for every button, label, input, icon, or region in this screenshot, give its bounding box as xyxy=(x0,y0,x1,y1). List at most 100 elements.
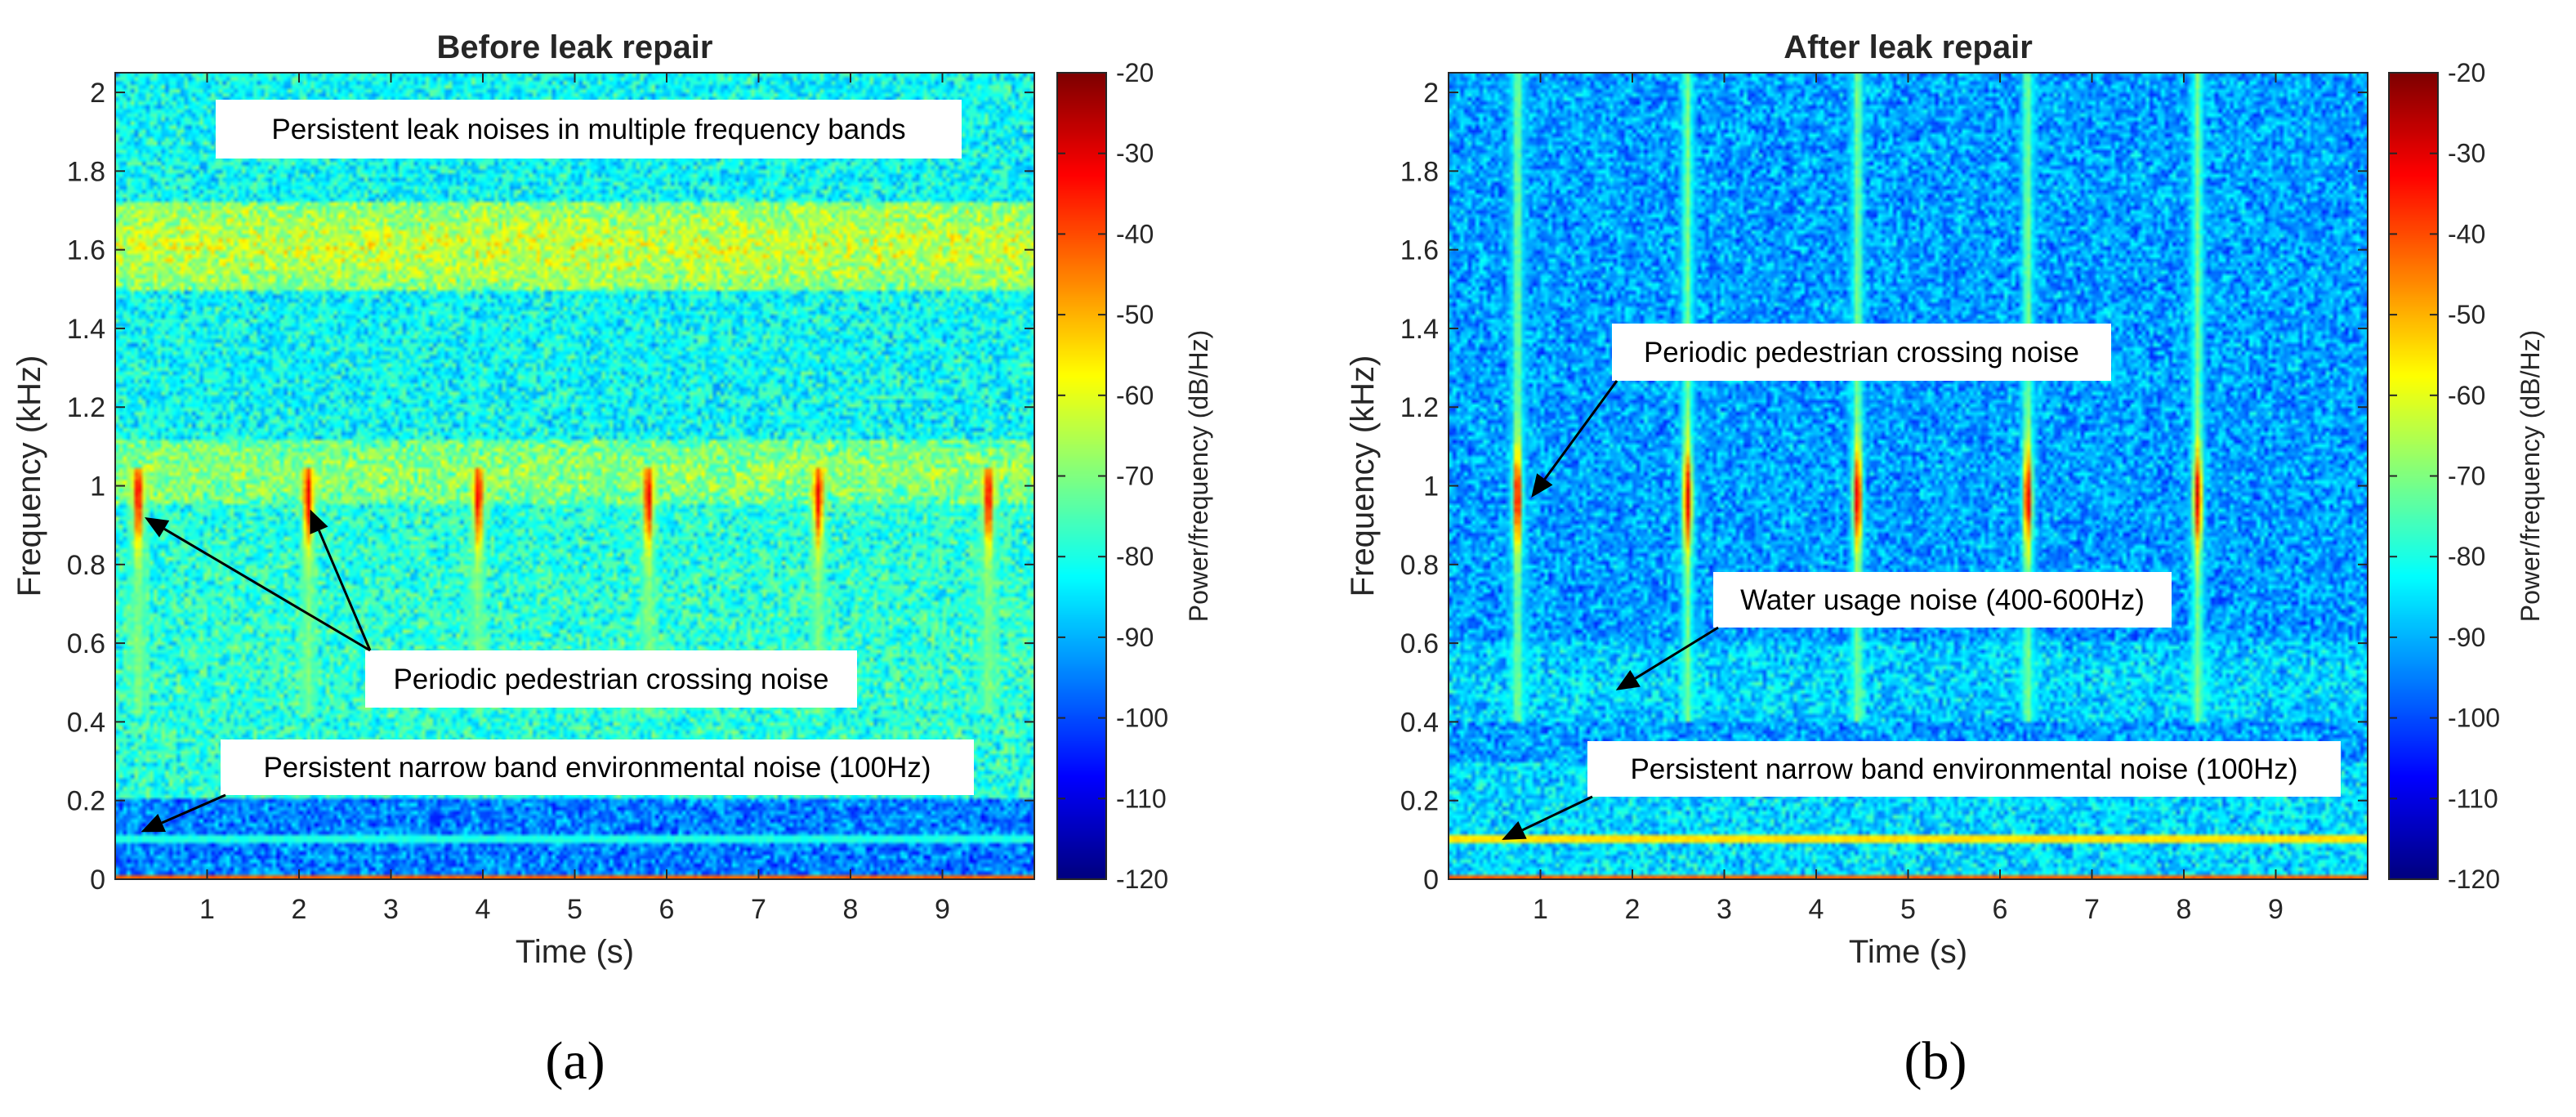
colorbar-tick-label: -120 xyxy=(1116,865,1168,894)
colorbar-tick-label: -20 xyxy=(2448,58,2485,87)
annotation-text: Persistent narrow band environmental noi… xyxy=(1630,753,2297,785)
chart-title: After leak repair xyxy=(1784,29,2033,65)
y-tick-label: 1.8 xyxy=(67,156,105,187)
x-tick-label: 2 xyxy=(1625,894,1641,925)
colorbar-tick-label: -60 xyxy=(1116,381,1154,410)
y-tick-label: 1 xyxy=(90,471,105,503)
annotation-text: Persistent leak noises in multiple frequ… xyxy=(271,114,905,145)
y-tick-label: 1.2 xyxy=(67,392,105,423)
annotation-box xyxy=(1612,324,2111,381)
y-tick-label: 2 xyxy=(1423,78,1439,109)
x-tick-label: 7 xyxy=(2084,894,2100,925)
colorbar-tick-label: -80 xyxy=(2448,542,2485,571)
y-tick-label: 1.2 xyxy=(1400,392,1439,423)
colorbar-tick-label: -90 xyxy=(2448,623,2485,652)
annotation-arrowhead xyxy=(1502,820,1527,840)
annotation-arrowhead xyxy=(1531,473,1553,498)
annotation-box xyxy=(221,739,974,795)
spectrogram-panel-1: After leak repair 1 2 3 4 5 6 7 8 9 0 0.2 0.4 0.6 0.8 1… xyxy=(1345,29,2545,970)
colorbar-tick-label: -70 xyxy=(1116,462,1154,491)
colorbar-tick-label: -90 xyxy=(1116,623,1154,652)
y-tick-label: 1 xyxy=(1423,471,1439,503)
x-tick-label: 8 xyxy=(2176,894,2192,925)
y-tick-label: 1.6 xyxy=(1400,235,1439,266)
y-tick-label: 0.4 xyxy=(67,707,105,738)
y-tick-label: 1.6 xyxy=(67,235,105,266)
x-tick-label: 8 xyxy=(843,894,859,925)
chart-title: Before leak repair xyxy=(437,29,713,65)
x-tick-label: 9 xyxy=(935,894,950,925)
annotation-arrow xyxy=(161,793,226,824)
annotation-box xyxy=(1587,741,2341,797)
colorbar-tick-label: -120 xyxy=(2448,865,2500,894)
y-tick-label: 0.6 xyxy=(67,628,105,659)
annotation-text: Periodic pedestrian crossing noise xyxy=(393,663,828,695)
colorbar-tick-label: -70 xyxy=(2448,462,2485,491)
colorbar-tick-label: -60 xyxy=(2448,381,2485,410)
y-tick-label: 0.2 xyxy=(1400,786,1439,817)
spectrogram-panel-0: Before leak repair 1 2 3 4 5 6 7 8 9 0 0.2 0.4 0.6 0.8… xyxy=(11,29,1213,970)
y-tick-label: 0.2 xyxy=(67,786,105,817)
x-tick-label: 5 xyxy=(1900,894,1916,925)
colorbar-tick-label: -50 xyxy=(2448,300,2485,329)
annotation: Persistent leak noises in multiple frequ… xyxy=(216,100,962,159)
y-tick-label: 1.4 xyxy=(67,314,105,345)
annotation-arrow xyxy=(1521,795,1593,832)
colorbar-tick-label: -100 xyxy=(1116,704,1168,733)
x-tick-label: 4 xyxy=(475,894,491,925)
x-axis-label: Time (s) xyxy=(516,934,634,970)
subfigure-label: (a) xyxy=(545,1031,605,1091)
y-tick-label: 0 xyxy=(1423,865,1439,896)
annotation-box xyxy=(216,100,962,159)
annotation-arrowhead xyxy=(1615,670,1641,690)
x-tick-label: 6 xyxy=(659,894,675,925)
y-tick-label: 0.8 xyxy=(67,550,105,581)
annotation-box xyxy=(1713,572,2172,628)
y-tick-label: 1.8 xyxy=(1400,156,1439,187)
annotation: Periodic pedestrian crossing noise xyxy=(145,509,857,708)
annotation-box xyxy=(365,650,857,708)
annotation: Water usage noise (400-600Hz) xyxy=(1615,572,2172,690)
annotation-text: Periodic pedestrian crossing noise xyxy=(1644,337,2079,369)
annotation-arrowhead xyxy=(310,509,328,534)
y-tick-label: 0.6 xyxy=(1400,628,1439,659)
colorbar-tick-label: -50 xyxy=(1116,300,1154,329)
y-tick-label: 0.8 xyxy=(1400,550,1439,581)
colorbar-tick-label: -30 xyxy=(2448,139,2485,168)
annotation-arrowhead xyxy=(145,517,170,538)
annotation: Periodic pedestrian crossing noise xyxy=(1531,324,2111,498)
annotation-arrow xyxy=(318,529,372,651)
y-tick-label: 0.4 xyxy=(1400,707,1439,738)
annotation-text: Persistent narrow band environmental noi… xyxy=(263,752,931,784)
x-tick-label: 1 xyxy=(199,894,215,925)
colorbar-tick-label: -20 xyxy=(1116,58,1154,87)
annotation: Persistent narrow band environmental noi… xyxy=(1502,741,2341,840)
annotation-arrow xyxy=(1543,380,1618,480)
colorbar-tick-label: -40 xyxy=(1116,219,1154,248)
x-tick-label: 5 xyxy=(567,894,583,925)
x-tick-label: 9 xyxy=(2268,894,2284,925)
x-tick-label: 4 xyxy=(1809,894,1824,925)
x-tick-label: 7 xyxy=(751,894,766,925)
x-tick-label: 3 xyxy=(383,894,399,925)
colorbar-tick-label: -30 xyxy=(1116,139,1154,168)
colorbar-label: Power/frequency (dB/Hz) xyxy=(2516,330,2545,622)
colorbar-tick-label: -110 xyxy=(2448,784,2498,813)
annotation-arrowhead xyxy=(141,814,166,833)
y-tick-label: 2 xyxy=(90,78,105,109)
colorbar-label: Power/frequency (dB/Hz) xyxy=(1184,330,1213,622)
y-tick-label: 1.4 xyxy=(1400,314,1439,345)
x-tick-label: 1 xyxy=(1533,894,1548,925)
x-tick-label: 2 xyxy=(292,894,307,925)
x-tick-label: 3 xyxy=(1717,894,1732,925)
colorbar-tick-label: -80 xyxy=(1116,542,1154,571)
annotation-text: Water usage noise (400-600Hz) xyxy=(1740,584,2145,616)
y-axis-label: Frequency (kHz) xyxy=(11,355,47,597)
colorbar-tick-label: -40 xyxy=(2448,219,2485,248)
y-tick-label: 0 xyxy=(90,865,105,896)
y-axis-label: Frequency (kHz) xyxy=(1345,355,1381,597)
annotation: Persistent narrow band environmental noi… xyxy=(141,739,974,833)
subfigure-label: (b) xyxy=(1904,1031,1967,1091)
annotation-arrow xyxy=(1634,626,1719,680)
